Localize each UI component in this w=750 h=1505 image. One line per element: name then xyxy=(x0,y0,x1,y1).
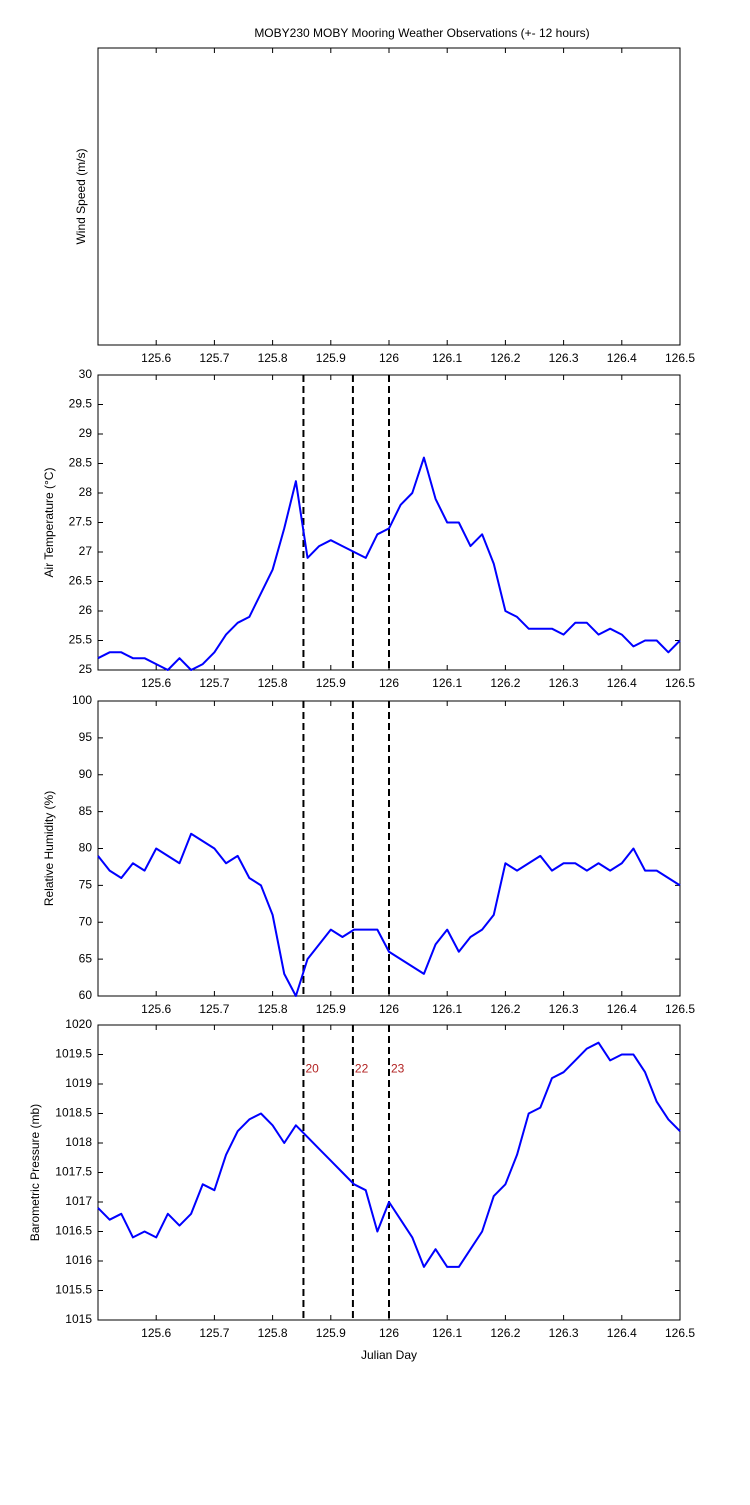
y-tick-label: 28 xyxy=(79,485,93,499)
x-tick-label: 125.6 xyxy=(141,1326,171,1340)
y-tick-label: 1015.5 xyxy=(55,1283,92,1297)
data-line xyxy=(97,1041,681,1268)
x-tick-label: 125.9 xyxy=(316,1326,346,1340)
y-tick-label: 80 xyxy=(79,841,93,855)
x-tick-label: 125.9 xyxy=(316,676,346,690)
y-tick-label: 1019.5 xyxy=(55,1047,92,1061)
x-tick-label: 126.3 xyxy=(549,1002,579,1016)
y-tick-label: 100 xyxy=(72,693,92,707)
x-tick-label: 125.6 xyxy=(141,1002,171,1016)
y-tick-label: 1019 xyxy=(65,1076,92,1090)
x-tick-label: 126.4 xyxy=(607,1002,637,1016)
y-tick-label: 1015 xyxy=(65,1312,92,1326)
x-tick-label: 126.1 xyxy=(432,351,462,365)
x-tick-label: 126.2 xyxy=(490,1002,520,1016)
x-tick-label: 126.2 xyxy=(490,351,520,365)
x-tick-label: 125.7 xyxy=(199,676,229,690)
x-tick-label: 126.3 xyxy=(549,676,579,690)
x-tick-label: 126.5 xyxy=(665,1002,695,1016)
y-tick-label: 1018 xyxy=(65,1135,92,1149)
y-tick-label: 95 xyxy=(79,730,93,744)
x-tick-label: 125.7 xyxy=(199,1326,229,1340)
y-axis-label: Air Temperature (°C) xyxy=(42,468,56,578)
x-tick-label: 125.8 xyxy=(258,676,288,690)
x-tick-label: 125.8 xyxy=(258,1326,288,1340)
x-tick-label: 126.1 xyxy=(432,1002,462,1016)
x-tick-label: 125.9 xyxy=(316,1002,346,1016)
y-tick-label: 70 xyxy=(79,914,93,928)
y-axis-label: Barometric Pressure (mb) xyxy=(28,1104,42,1241)
x-tick-label: 125.9 xyxy=(316,351,346,365)
x-tick-label: 126.5 xyxy=(665,676,695,690)
y-tick-label: 25 xyxy=(79,662,93,676)
event-label: 23 xyxy=(391,1061,405,1075)
y-tick-label: 1016 xyxy=(65,1253,92,1267)
y-tick-label: 29 xyxy=(79,426,93,440)
x-tick-label: 126 xyxy=(379,1326,399,1340)
y-tick-label: 1016.5 xyxy=(55,1224,92,1238)
y-tick-label: 65 xyxy=(79,951,93,965)
x-tick-label: 125.8 xyxy=(258,351,288,365)
x-tick-label: 125.6 xyxy=(141,351,171,365)
x-tick-label: 126.2 xyxy=(490,676,520,690)
x-tick-label: 126.4 xyxy=(607,351,637,365)
x-tick-label: 126.5 xyxy=(665,1326,695,1340)
y-tick-label: 27 xyxy=(79,544,93,558)
x-tick-label: 126.5 xyxy=(665,351,695,365)
y-tick-label: 85 xyxy=(79,804,93,818)
x-tick-label: 126.3 xyxy=(549,1326,579,1340)
y-tick-label: 1017.5 xyxy=(55,1165,92,1179)
x-axis-label: Julian Day xyxy=(361,1348,417,1362)
x-tick-label: 126.2 xyxy=(490,1326,520,1340)
x-tick-label: 126.4 xyxy=(607,676,637,690)
x-tick-label: 126.1 xyxy=(432,1326,462,1340)
x-tick-label: 126 xyxy=(379,676,399,690)
x-tick-label: 125.6 xyxy=(141,676,171,690)
y-tick-label: 1017 xyxy=(65,1194,92,1208)
data-line xyxy=(97,456,681,671)
data-line xyxy=(97,832,681,997)
x-tick-label: 125.7 xyxy=(199,1002,229,1016)
y-tick-label: 75 xyxy=(79,878,93,892)
y-tick-label: 60 xyxy=(79,988,93,1002)
y-tick-label: 26 xyxy=(79,603,93,617)
y-tick-label: 90 xyxy=(79,767,93,781)
event-label: 20 xyxy=(305,1061,319,1075)
y-axis-label: Wind Speed (m/s) xyxy=(74,148,88,244)
x-tick-label: 125.7 xyxy=(199,351,229,365)
x-tick-label: 126.3 xyxy=(549,351,579,365)
plot-area xyxy=(97,47,681,346)
x-tick-label: 126 xyxy=(379,351,399,365)
y-tick-label: 25.5 xyxy=(69,633,93,647)
x-tick-label: 126.4 xyxy=(607,1326,637,1340)
y-tick-label: 30 xyxy=(79,367,93,381)
x-tick-label: 126.1 xyxy=(432,676,462,690)
y-tick-label: 1020 xyxy=(65,1017,92,1031)
y-tick-label: 28.5 xyxy=(69,456,93,470)
chart-title: MOBY230 MOBY Mooring Weather Observation… xyxy=(254,26,589,40)
y-tick-label: 1018.5 xyxy=(55,1106,92,1120)
x-tick-label: 126 xyxy=(379,1002,399,1016)
y-tick-label: 26.5 xyxy=(69,574,93,588)
y-tick-label: 27.5 xyxy=(69,515,93,529)
x-tick-label: 125.8 xyxy=(258,1002,288,1016)
y-tick-label: 29.5 xyxy=(69,397,93,411)
event-label: 22 xyxy=(355,1061,369,1075)
y-axis-label: Relative Humidity (%) xyxy=(42,791,56,906)
